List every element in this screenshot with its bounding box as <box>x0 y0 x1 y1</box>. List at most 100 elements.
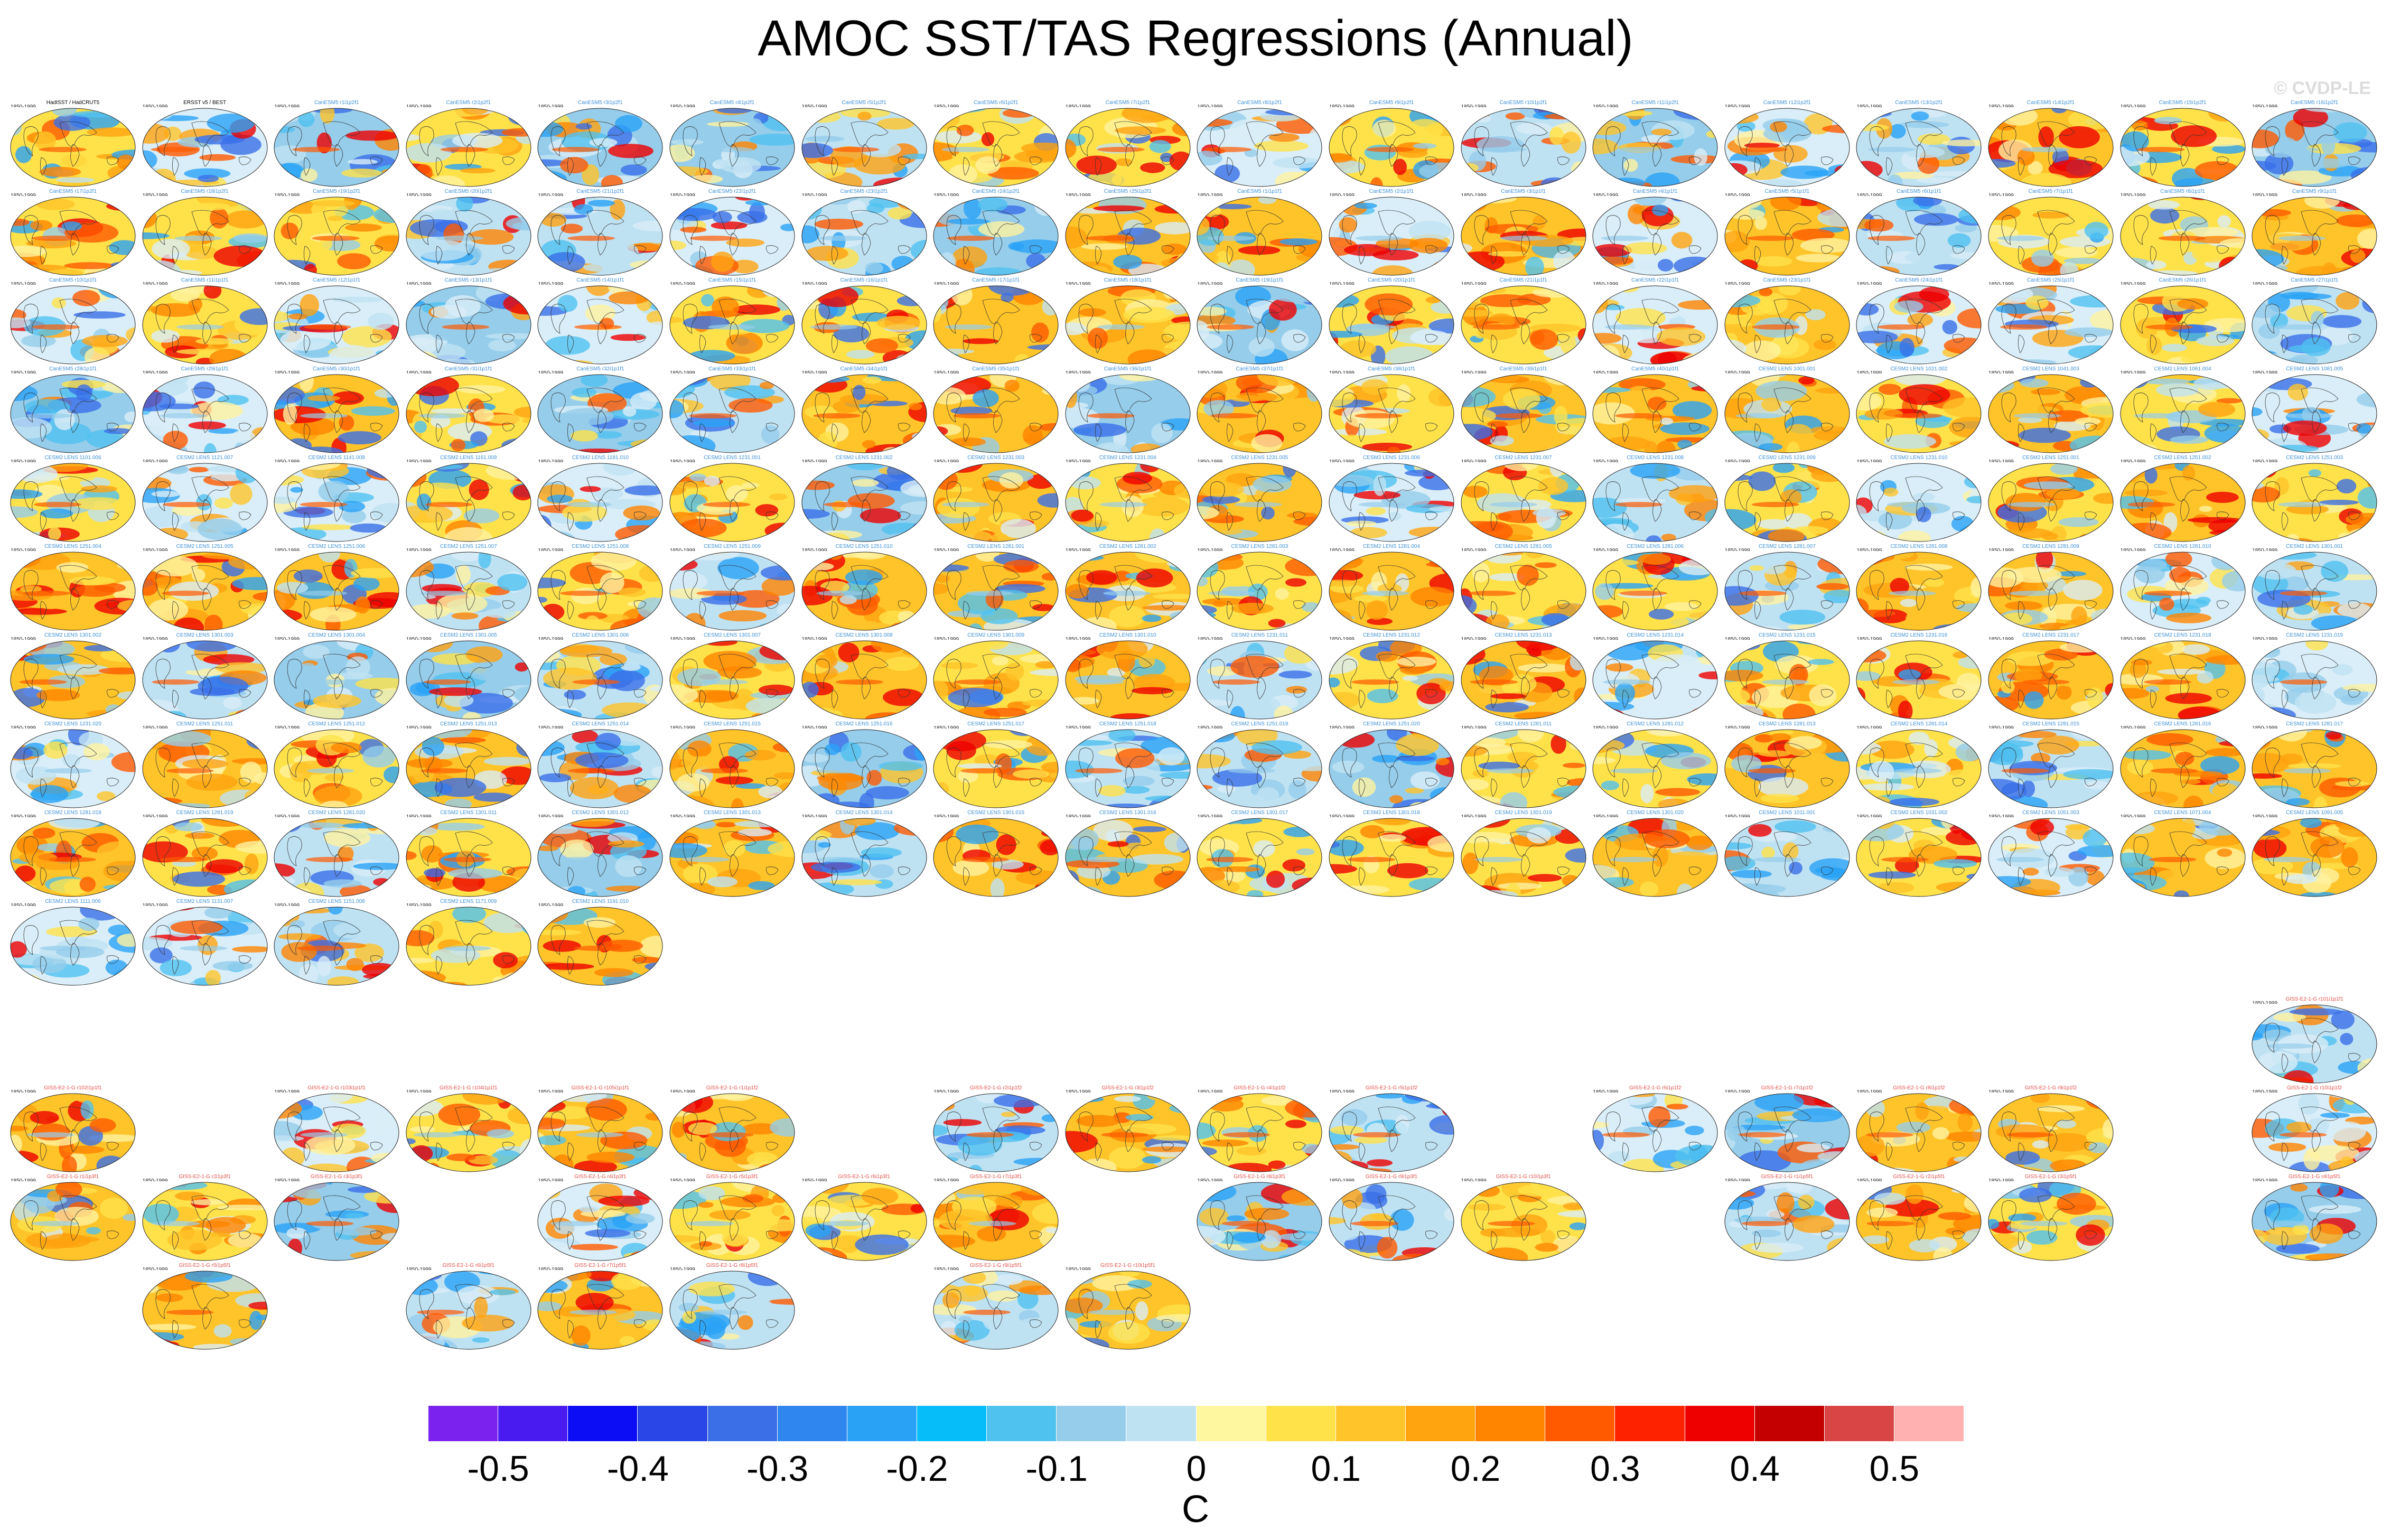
panel-title: CESM2 LENS 1231.005 <box>1231 455 1288 461</box>
panel-title: CESM2 LENS 1301.004 <box>308 632 366 638</box>
panel-period: 1850-1999 <box>2120 193 2146 196</box>
panel-period: 1850-1999 <box>538 459 564 462</box>
globe-map <box>1856 285 1982 365</box>
panel-period: 1850-1999 <box>1593 725 1619 729</box>
panel-period: 1850-1999 <box>406 459 432 462</box>
panel-title: CanESM5 r5i1p1f1 <box>1764 189 1810 194</box>
colorbar-tick-label: 0 <box>1186 1449 1207 1489</box>
globe-map <box>406 108 531 187</box>
panel-label: CESM2 LENS 1181.010 1850-1999 <box>537 455 664 462</box>
panel-label: CanESM5 r21i1p1f1 1850-1999 <box>1460 277 1587 285</box>
panel-title: CanESM5 r37i1p1f1 <box>1236 366 1284 372</box>
regression-map-panel: CESM2 LENS 1231.010 1850-1999 <box>1855 455 1982 543</box>
regression-map-panel: CESM2 LENS 1281.015 1850-1999 <box>1987 721 2114 809</box>
panel-period: 1850-1999 <box>1856 725 1882 729</box>
panel-label: CESM2 LENS 1251.012 1850-1999 <box>273 721 400 729</box>
panel-label: ERSST v5 / BEST 1850-1999 <box>142 100 268 107</box>
panel-title: CanESM5 r30i1p1f1 <box>313 366 361 372</box>
panel-label: CanESM5 r23i1p1f1 1850-1999 <box>1724 277 1851 285</box>
regression-map-panel: CESM2 LENS 1301.010 1850-1999 <box>1064 632 1191 720</box>
panel-title: CESM2 LENS 1231.001 <box>704 455 761 461</box>
panel-period: 1850-1999 <box>933 459 959 462</box>
regression-map-panel: CESM2 LENS 1231.008 1850-1999 <box>1592 455 1718 543</box>
regression-map-panel: GISS-E2-1-G r5i1p5f1 1850-1999 <box>142 1263 268 1350</box>
globe-map <box>1592 552 1718 631</box>
panel-title: GISS-E2-1-G r4i1p5f1 <box>2289 1174 2341 1180</box>
panel-title: CanESM5 r12i1p1f1 <box>313 277 361 283</box>
regression-map-panel: CESM2 LENS 1171.009 1850-1999 <box>405 899 532 986</box>
panel-title: CESM2 LENS 1251.004 <box>44 544 101 549</box>
regression-map-panel: CESM2 LENS 1231.013 1850-1999 <box>1460 632 1587 720</box>
regression-map-panel: GISS-E2-1-G r101i1p1f1 1850-1999 <box>2251 996 2378 1084</box>
panel-label: CanESM5 r9i1p2f1 1850-1999 <box>1328 100 1455 107</box>
globe-map <box>1461 552 1586 631</box>
panel-label: CanESM5 r13i1p2f1 1850-1999 <box>1855 100 1982 107</box>
panel-label: CESM2 LENS 1281.013 1850-1999 <box>1724 721 1851 729</box>
panel-title: CESM2 LENS 1101.006 <box>44 455 101 461</box>
panel-period: 1850-1999 <box>1329 1178 1355 1181</box>
panel-title: CanESM5 r36i1p1f1 <box>1104 366 1152 372</box>
regression-map-panel: CESM2 LENS 1281.001 1850-1999 <box>932 544 1059 631</box>
panel-period: 1850-1999 <box>142 370 168 374</box>
panel-title: CESM2 LENS 1231.008 <box>1627 455 1684 461</box>
panel-title: CanESM5 r9i1p1f1 <box>2292 189 2337 194</box>
regression-map-panel: CanESM5 r39i1p1f1 1850-1999 <box>1460 366 1587 454</box>
panel-title: CanESM5 r25i1p2f1 <box>1104 189 1152 194</box>
panel-label: CanESM5 r32i1p1f1 1850-1999 <box>537 366 664 374</box>
panel-label: CanESM5 r33i1p1f1 1850-1999 <box>669 366 796 374</box>
panel-period: 1850-1999 <box>1988 282 2014 285</box>
panel-title: CESM2 LENS 1301.002 <box>44 632 101 638</box>
panel-label: GISS-E2-1-G r7i1p3f1 1850-1999 <box>932 1174 1059 1181</box>
globe-map <box>933 552 1059 631</box>
regression-map-panel: CanESM5 r37i1p1f1 1850-1999 <box>1196 366 1323 454</box>
panel-period: 1850-1999 <box>2252 282 2278 285</box>
panel-period: 1850-1999 <box>2252 1001 2278 1004</box>
panel-period: 1850-1999 <box>670 637 695 640</box>
colorbar-swatch <box>1824 1406 1894 1441</box>
panel-label: CESM2 LENS 1301.016 1850-1999 <box>1064 810 1191 817</box>
panel-title: CanESM5 r13i1p2f1 <box>1895 100 1943 106</box>
regression-map-panel: CESM2 LENS 1081.005 1850-1999 <box>2251 366 2378 454</box>
panel-label: CESM2 LENS 1301.010 1850-1999 <box>1064 632 1191 640</box>
panel-period: 1850-1999 <box>1329 548 1355 551</box>
globe-map <box>669 1271 795 1350</box>
panel-title: CanESM5 r6i1p2f1 <box>973 100 1019 106</box>
panel-label: CanESM5 r40i1p1f1 1850-1999 <box>1592 366 1718 374</box>
regression-map-panel: CanESM5 r21i1p2f1 1850-1999 <box>537 189 664 276</box>
panel-title: CanESM5 r17i1p1f1 <box>972 277 1020 283</box>
panel-title: CESM2 LENS 1231.006 <box>1363 455 1420 461</box>
regression-map-panel: CanESM5 r34i1p1f1 1850-1999 <box>801 366 928 454</box>
panel-label: CanESM5 r21i1p2f1 1850-1999 <box>537 189 664 196</box>
panel-title: GISS-E2-1-G r9i1p3f1 <box>1365 1174 1418 1180</box>
panel-title: CanESM5 r24i1p1f1 <box>1895 277 1943 283</box>
panel-label: CanESM5 r20i1p1f1 1850-1999 <box>1328 277 1455 285</box>
panel-title: CESM2 LENS 1181.010 <box>572 455 629 461</box>
panel-label: CanESM5 r2i1p2f1 1850-1999 <box>405 100 532 107</box>
globe-map <box>142 1182 268 1261</box>
globe-map <box>2120 463 2246 542</box>
panel-label: CESM2 LENS 1281.006 1850-1999 <box>1592 544 1718 551</box>
globe-map <box>1461 1182 1586 1261</box>
panel-period: 1850-1999 <box>1329 104 1355 107</box>
panel-period: 1850-1999 <box>801 370 827 374</box>
panel-title: CESM2 LENS 1121.007 <box>176 455 234 461</box>
panel-title: CESM2 LENS 1061.004 <box>2154 366 2211 372</box>
panel-period: 1850-1999 <box>670 104 695 107</box>
panel-period: 1850-1999 <box>406 1267 432 1270</box>
globe-map <box>142 374 268 453</box>
regression-map-panel: GISS-E2-1-G r9i1p1f2 1850-1999 <box>1987 1085 2114 1173</box>
panel-title: GISS-E2-1-G r102i1p1f1 <box>44 1085 102 1091</box>
panel-label: CESM2 LENS 1301.020 1850-1999 <box>1592 810 1718 817</box>
regression-map-panel: CESM2 LENS 1231.014 1850-1999 <box>1592 632 1718 720</box>
regression-map-panel: CanESM5 r35i1p1f1 1850-1999 <box>932 366 1059 454</box>
panel-label: CESM2 LENS 1251.006 1850-1999 <box>273 544 400 551</box>
globe-map <box>142 1271 268 1350</box>
globe-map <box>1724 197 1850 276</box>
regression-map-panel: CESM2 LENS 1281.019 1850-1999 <box>142 810 268 898</box>
regression-map-panel: CESM2 LENS 1251.012 1850-1999 <box>273 721 400 809</box>
panel-period: 1850-1999 <box>1329 1089 1355 1093</box>
panel-period: 1850-1999 <box>11 903 36 906</box>
regression-map-panel: CESM2 LENS 1301.001 1850-1999 <box>2251 544 2378 631</box>
panel-title: CESM2 LENS 1231.011 <box>1231 632 1288 638</box>
regression-map-panel: GISS-E2-1-G r5i1p3f1 1850-1999 <box>669 1174 796 1262</box>
